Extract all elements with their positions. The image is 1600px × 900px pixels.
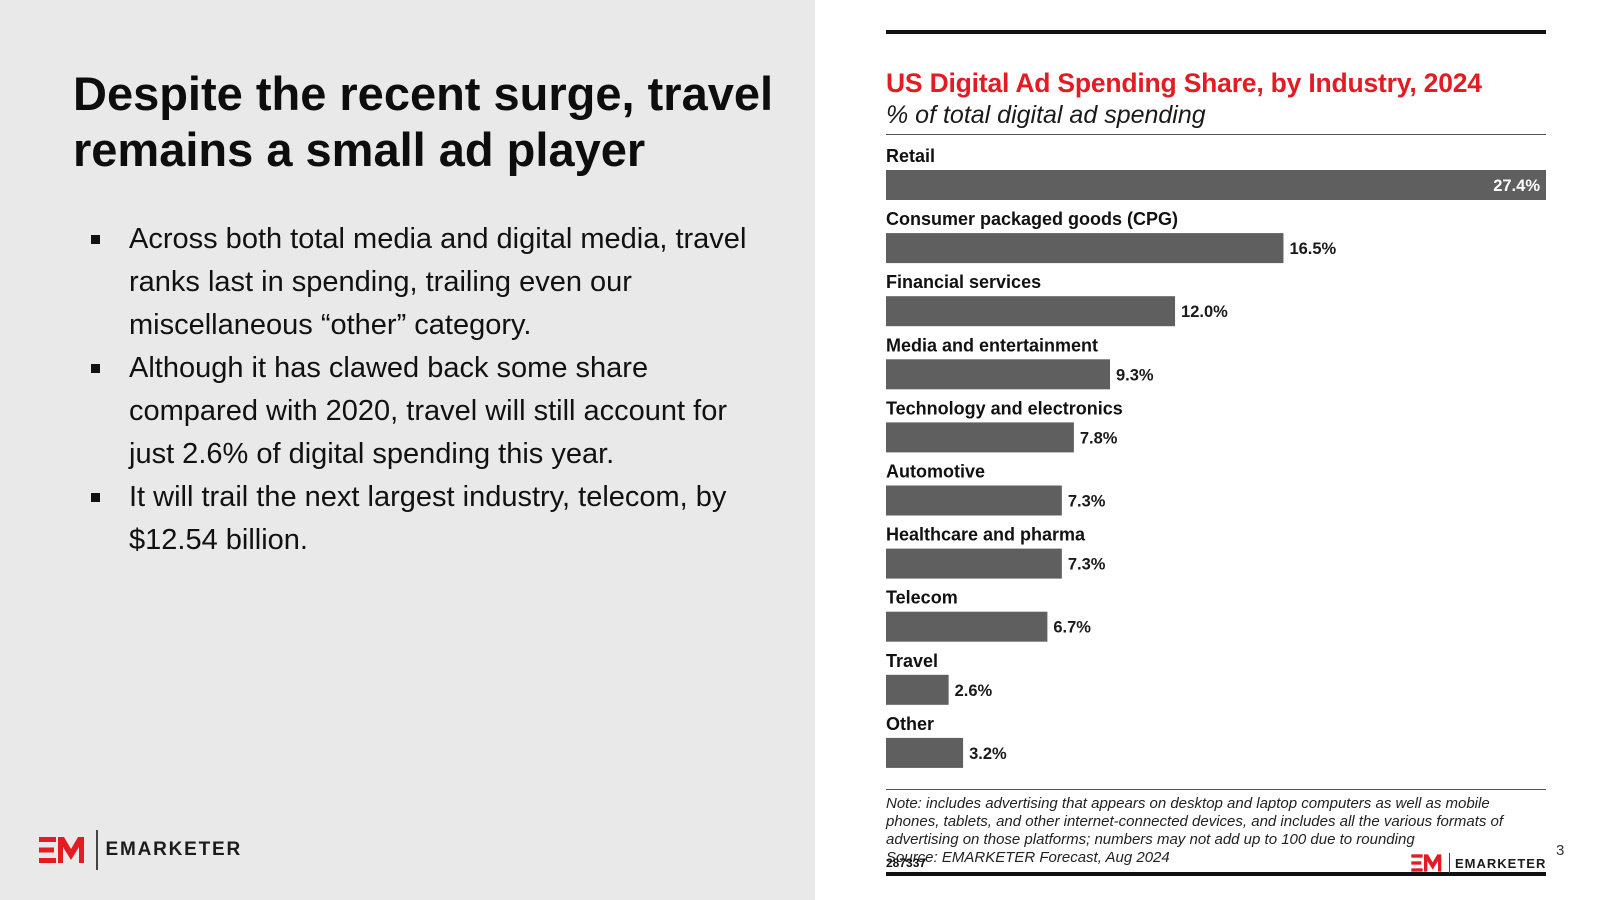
left-panel: Despite the recent surge, travel remains… xyxy=(0,0,815,900)
brand-divider xyxy=(1449,853,1450,873)
bar xyxy=(886,233,1284,264)
category-label: Other xyxy=(886,714,934,734)
bullet-item: Although it has clawed back some share c… xyxy=(90,347,780,476)
bullet-text: Although it has clawed back some share c… xyxy=(129,352,727,470)
brand-divider xyxy=(96,830,98,870)
data-label: 12.0% xyxy=(1181,303,1228,321)
brand-name: EMARKETER xyxy=(1455,855,1547,871)
data-label: 7.3% xyxy=(1068,493,1106,511)
chart-note: Note: includes advertising that appears … xyxy=(886,795,1504,848)
chart-id: 287337 xyxy=(886,856,927,870)
data-label: 27.4% xyxy=(1493,177,1540,195)
category-label: Telecom xyxy=(886,588,958,608)
category-label: Technology and electronics xyxy=(886,398,1123,418)
data-label: 16.5% xyxy=(1289,240,1336,258)
bullet-text: Across both total media and digital medi… xyxy=(129,223,747,341)
bar xyxy=(886,359,1111,390)
bar xyxy=(886,422,1074,453)
category-label: Retail xyxy=(886,146,935,166)
chart-plot: Retail 27.4% Consumer packaged goods (CPG)… xyxy=(886,146,1546,786)
slide-brand: EMARKETER xyxy=(39,828,242,872)
bar xyxy=(886,170,1546,200)
category-label: Financial services xyxy=(886,272,1041,292)
bar xyxy=(886,296,1176,327)
page-number: 3 xyxy=(1556,842,1565,859)
chart-top-rule xyxy=(886,30,1546,34)
chart-card: US Digital Ad Spending Share, by Industr… xyxy=(886,28,1546,878)
category-label: Travel xyxy=(886,651,938,671)
bullet-item: Across both total media and digital medi… xyxy=(90,218,780,347)
chart-source: Source: EMARKETER Forecast, Aug 2024 xyxy=(886,849,1170,866)
bullet-list: Across both total media and digital medi… xyxy=(90,218,780,562)
chart-note-rule xyxy=(886,789,1546,790)
data-label: 6.7% xyxy=(1053,619,1091,637)
chart-subtitle-rule xyxy=(886,134,1546,135)
em-logo-icon xyxy=(1411,854,1442,872)
slide-title: Despite the recent surge, travel remains… xyxy=(73,67,774,176)
chart-bottom-rule xyxy=(886,872,1546,876)
bar-chart: Retail 27.4% Consumer packaged goods (CPG)… xyxy=(886,146,1546,768)
category-label: Healthcare and pharma xyxy=(886,525,1086,545)
bar xyxy=(886,548,1062,579)
bar xyxy=(886,737,964,768)
chart-subtitle: % of total digital ad spending xyxy=(886,101,1206,129)
data-label: 9.3% xyxy=(1116,366,1154,384)
square-bullet-icon xyxy=(91,364,100,373)
data-label: 2.6% xyxy=(955,682,993,700)
chart-title: US Digital Ad Spending Share, by Industr… xyxy=(886,68,1482,98)
bar xyxy=(886,485,1062,516)
category-label: Consumer packaged goods (CPG) xyxy=(886,209,1178,229)
square-bullet-icon xyxy=(91,235,100,244)
em-logo-icon xyxy=(39,837,84,863)
square-bullet-icon xyxy=(91,493,100,502)
category-label: Automotive xyxy=(886,462,985,482)
brand-name: EMARKETER xyxy=(105,839,243,860)
bullet-item: It will trail the next largest industry,… xyxy=(90,476,780,562)
chart-brand: EMARKETER xyxy=(1411,852,1546,874)
data-label: 7.8% xyxy=(1080,429,1118,447)
data-label: 7.3% xyxy=(1068,556,1106,574)
category-label: Media and entertainment xyxy=(886,335,1098,355)
bar xyxy=(886,611,1048,642)
bar xyxy=(886,674,949,705)
data-label: 3.2% xyxy=(969,745,1007,763)
bullet-text: It will trail the next largest industry,… xyxy=(129,481,727,556)
